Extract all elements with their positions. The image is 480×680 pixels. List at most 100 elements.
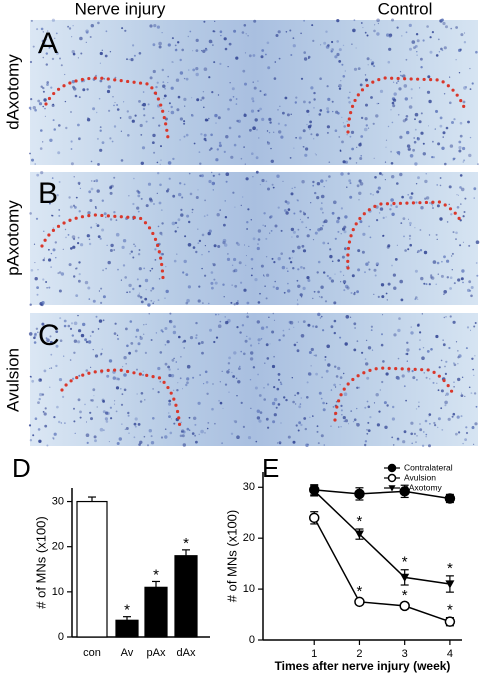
speckle <box>337 259 341 262</box>
speckle <box>224 316 226 318</box>
speckle <box>395 205 398 208</box>
speckle <box>298 136 302 140</box>
speckle <box>406 348 410 352</box>
speckle <box>52 248 56 252</box>
speckle <box>465 86 467 88</box>
speckle <box>340 281 342 283</box>
speckle <box>451 252 454 255</box>
speckle <box>369 236 372 239</box>
speckle <box>77 123 80 127</box>
speckle <box>375 393 379 397</box>
speckle <box>273 413 277 417</box>
speckle <box>400 298 404 302</box>
speckle <box>357 67 361 70</box>
speckle <box>415 33 419 36</box>
speckle <box>127 414 130 417</box>
speckle <box>152 116 155 120</box>
speckle <box>372 194 374 196</box>
speckle <box>392 273 396 277</box>
speckle <box>135 328 140 332</box>
speckle <box>231 371 233 374</box>
speckle <box>208 148 211 152</box>
speckle <box>136 393 138 395</box>
speckle <box>300 296 303 298</box>
speckle <box>425 433 428 436</box>
speckle <box>224 216 228 219</box>
speckle <box>248 245 250 247</box>
speckle <box>391 212 395 216</box>
speckle <box>457 278 461 282</box>
speckle <box>397 328 401 333</box>
speckle <box>474 422 478 426</box>
speckle <box>429 378 431 380</box>
speckle <box>90 226 93 229</box>
speckle <box>352 28 356 33</box>
speckle <box>425 436 427 438</box>
speckle <box>145 120 148 123</box>
speckle <box>193 416 197 420</box>
speckle <box>89 36 92 38</box>
speckle <box>306 109 310 113</box>
speckle <box>265 53 267 56</box>
speckle <box>409 196 413 200</box>
speckle <box>449 76 451 78</box>
speckle <box>45 337 48 339</box>
speckle <box>157 366 161 371</box>
speckle <box>360 155 363 157</box>
speckle <box>325 369 329 373</box>
speckle <box>287 270 289 273</box>
speckle <box>244 163 246 165</box>
speckle <box>28 424 32 427</box>
speckle <box>318 113 322 116</box>
speckle <box>289 157 292 159</box>
speckle <box>207 422 210 424</box>
speckle <box>137 253 141 256</box>
speckle <box>77 236 80 239</box>
speckle <box>399 279 404 284</box>
speckle <box>396 244 398 246</box>
significance: * <box>447 602 453 619</box>
speckle <box>161 234 163 236</box>
speckle <box>221 442 224 445</box>
speckle <box>415 441 417 443</box>
speckle <box>453 282 456 285</box>
speckle <box>220 34 222 37</box>
speckle <box>221 370 223 372</box>
speckle <box>338 85 340 87</box>
speckle <box>150 339 153 341</box>
speckle <box>464 32 466 34</box>
speckle <box>259 411 263 414</box>
speckle <box>152 417 155 420</box>
speckle <box>294 394 296 397</box>
speckle <box>182 341 184 343</box>
speckle <box>348 423 349 425</box>
speckle <box>156 192 158 194</box>
speckle <box>208 39 213 44</box>
speckle <box>377 23 379 25</box>
speckle <box>86 441 89 444</box>
speckle <box>387 60 391 64</box>
speckle <box>174 221 178 225</box>
speckle <box>315 133 319 137</box>
speckle <box>51 18 56 22</box>
speckle <box>95 315 98 318</box>
speckle <box>392 104 396 108</box>
speckle <box>398 317 401 320</box>
speckle <box>323 41 327 45</box>
speckle <box>72 52 76 56</box>
speckle <box>107 260 111 265</box>
speckle <box>183 183 186 186</box>
panel-letter: E <box>262 453 279 483</box>
speckle <box>330 389 333 391</box>
speckle <box>473 443 475 445</box>
speckle <box>37 331 39 334</box>
speckle <box>302 129 306 133</box>
speckle <box>420 66 423 69</box>
speckle <box>199 374 201 376</box>
speckle <box>334 55 338 59</box>
speckle <box>340 426 342 428</box>
speckle <box>114 76 117 79</box>
speckle <box>226 257 231 261</box>
speckle <box>431 156 434 159</box>
speckle <box>257 229 262 233</box>
